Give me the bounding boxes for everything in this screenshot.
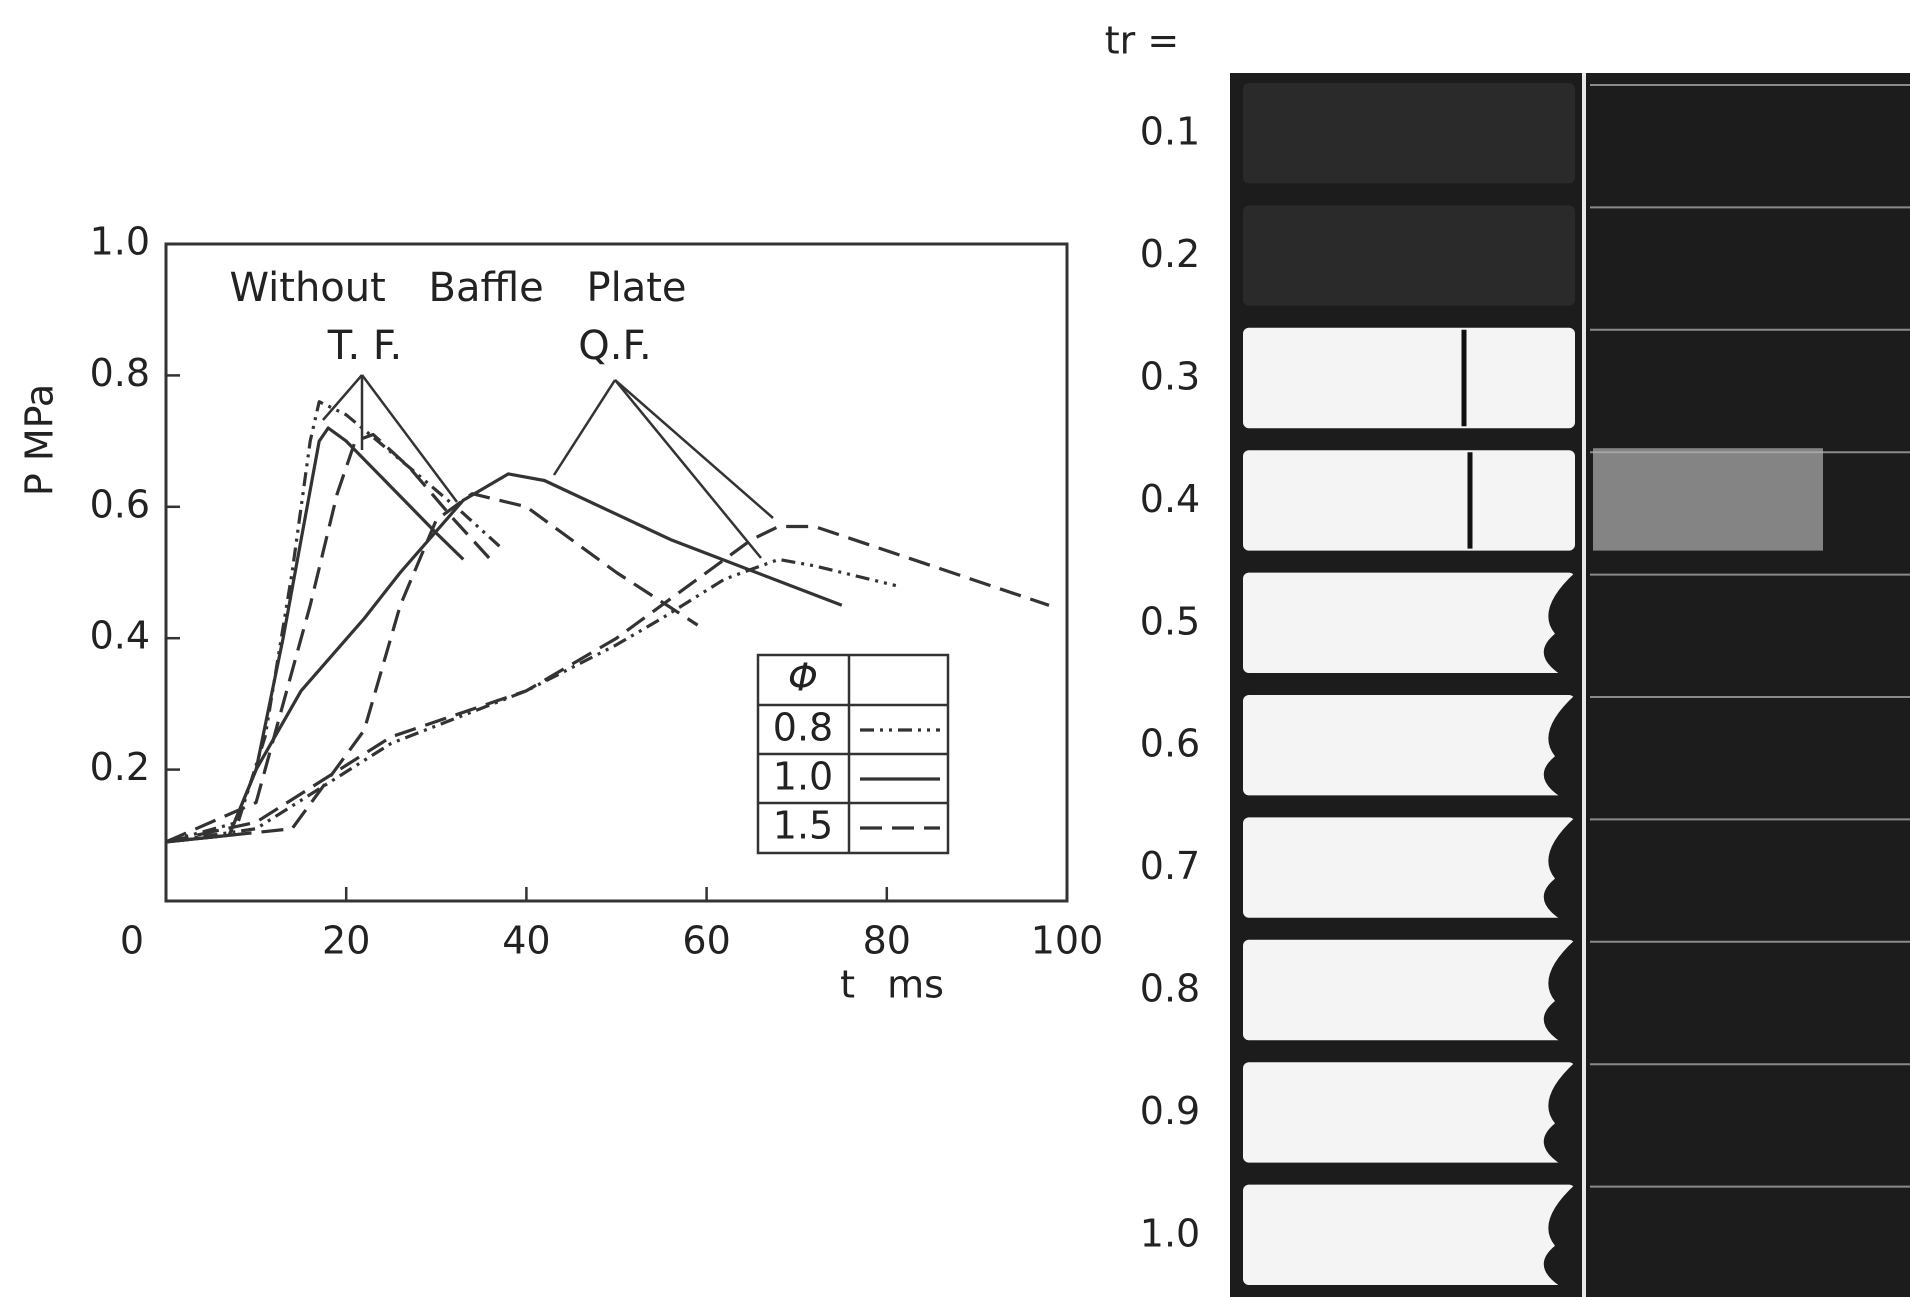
legend-label: 0.8 (773, 706, 833, 750)
photo-label: tr = (1105, 19, 1179, 63)
flame-front (1543, 572, 1575, 683)
x-tick-label: 100 (1031, 919, 1104, 963)
frame-window (1243, 817, 1575, 918)
x-tick-label: 80 (863, 919, 911, 963)
flame-front (1543, 695, 1575, 806)
legend-title: Φ (788, 656, 818, 700)
y-tick-label: 0.8 (90, 351, 150, 395)
line (165, 432, 492, 844)
frame-window (1243, 327, 1575, 429)
frame-window (1243, 695, 1575, 796)
x-tick-label: 40 (502, 919, 550, 963)
frame-label: 0.2 (1140, 232, 1200, 276)
frame-window (1243, 205, 1575, 306)
x-tick-label: 60 (682, 919, 730, 963)
annotation: T. F. (327, 323, 402, 369)
frame-window (1243, 939, 1575, 1041)
frame-label: 0.9 (1140, 1089, 1200, 1133)
legend-label: 1.0 (773, 755, 833, 799)
frame-window (1243, 83, 1575, 184)
annotation: Q.F. (578, 323, 652, 369)
line (165, 524, 1050, 844)
line (165, 472, 843, 844)
y-axis-title: P MPa (18, 384, 62, 496)
frame-label: 0.5 (1140, 599, 1200, 643)
x-tick-label: 20 (322, 919, 370, 963)
line (165, 426, 465, 844)
y-tick-label: 0.2 (90, 745, 150, 789)
frame-label: 0.4 (1140, 477, 1200, 521)
frame-window (1243, 1062, 1575, 1163)
flame-front (1543, 1184, 1575, 1295)
y-tick-label: 0.6 (90, 482, 150, 526)
frame-label: 0.1 (1140, 110, 1200, 154)
reaction-zone (1593, 448, 1823, 551)
y-tick-label: 0.4 (90, 614, 150, 658)
x-tick-label: 0 (120, 919, 144, 963)
frame-window (1243, 572, 1575, 673)
frame-label: 1.0 (1140, 1211, 1200, 1255)
legend-label: 1.5 (773, 804, 833, 848)
flame-front (1543, 1062, 1575, 1173)
plot-frame (164, 242, 1069, 903)
frame-label: 0.8 (1140, 967, 1200, 1011)
y-tick-label: 1.0 (90, 220, 150, 264)
frame-window (1243, 450, 1575, 551)
frame-label: 0.6 (1140, 722, 1200, 766)
flame-front (1543, 939, 1575, 1050)
line (165, 492, 699, 844)
x-axis-title: t ms (840, 963, 944, 1007)
photo-strip: tr = 0.1 0.2 0.3 0.4 0.5 0.6 0.7 0.8 0.9 1.0 (1105, 19, 1910, 1297)
arrows (322, 374, 774, 559)
line (165, 557, 897, 844)
frame-label: 0.3 (1140, 355, 1200, 399)
frame-window (1243, 1184, 1575, 1285)
legend: Φ 0.8 1.0 1.5 (756, 653, 950, 855)
annotation: Without Baffle Plate (229, 265, 686, 311)
frame-label: 0.7 (1140, 844, 1200, 888)
flame-front (1543, 817, 1575, 928)
